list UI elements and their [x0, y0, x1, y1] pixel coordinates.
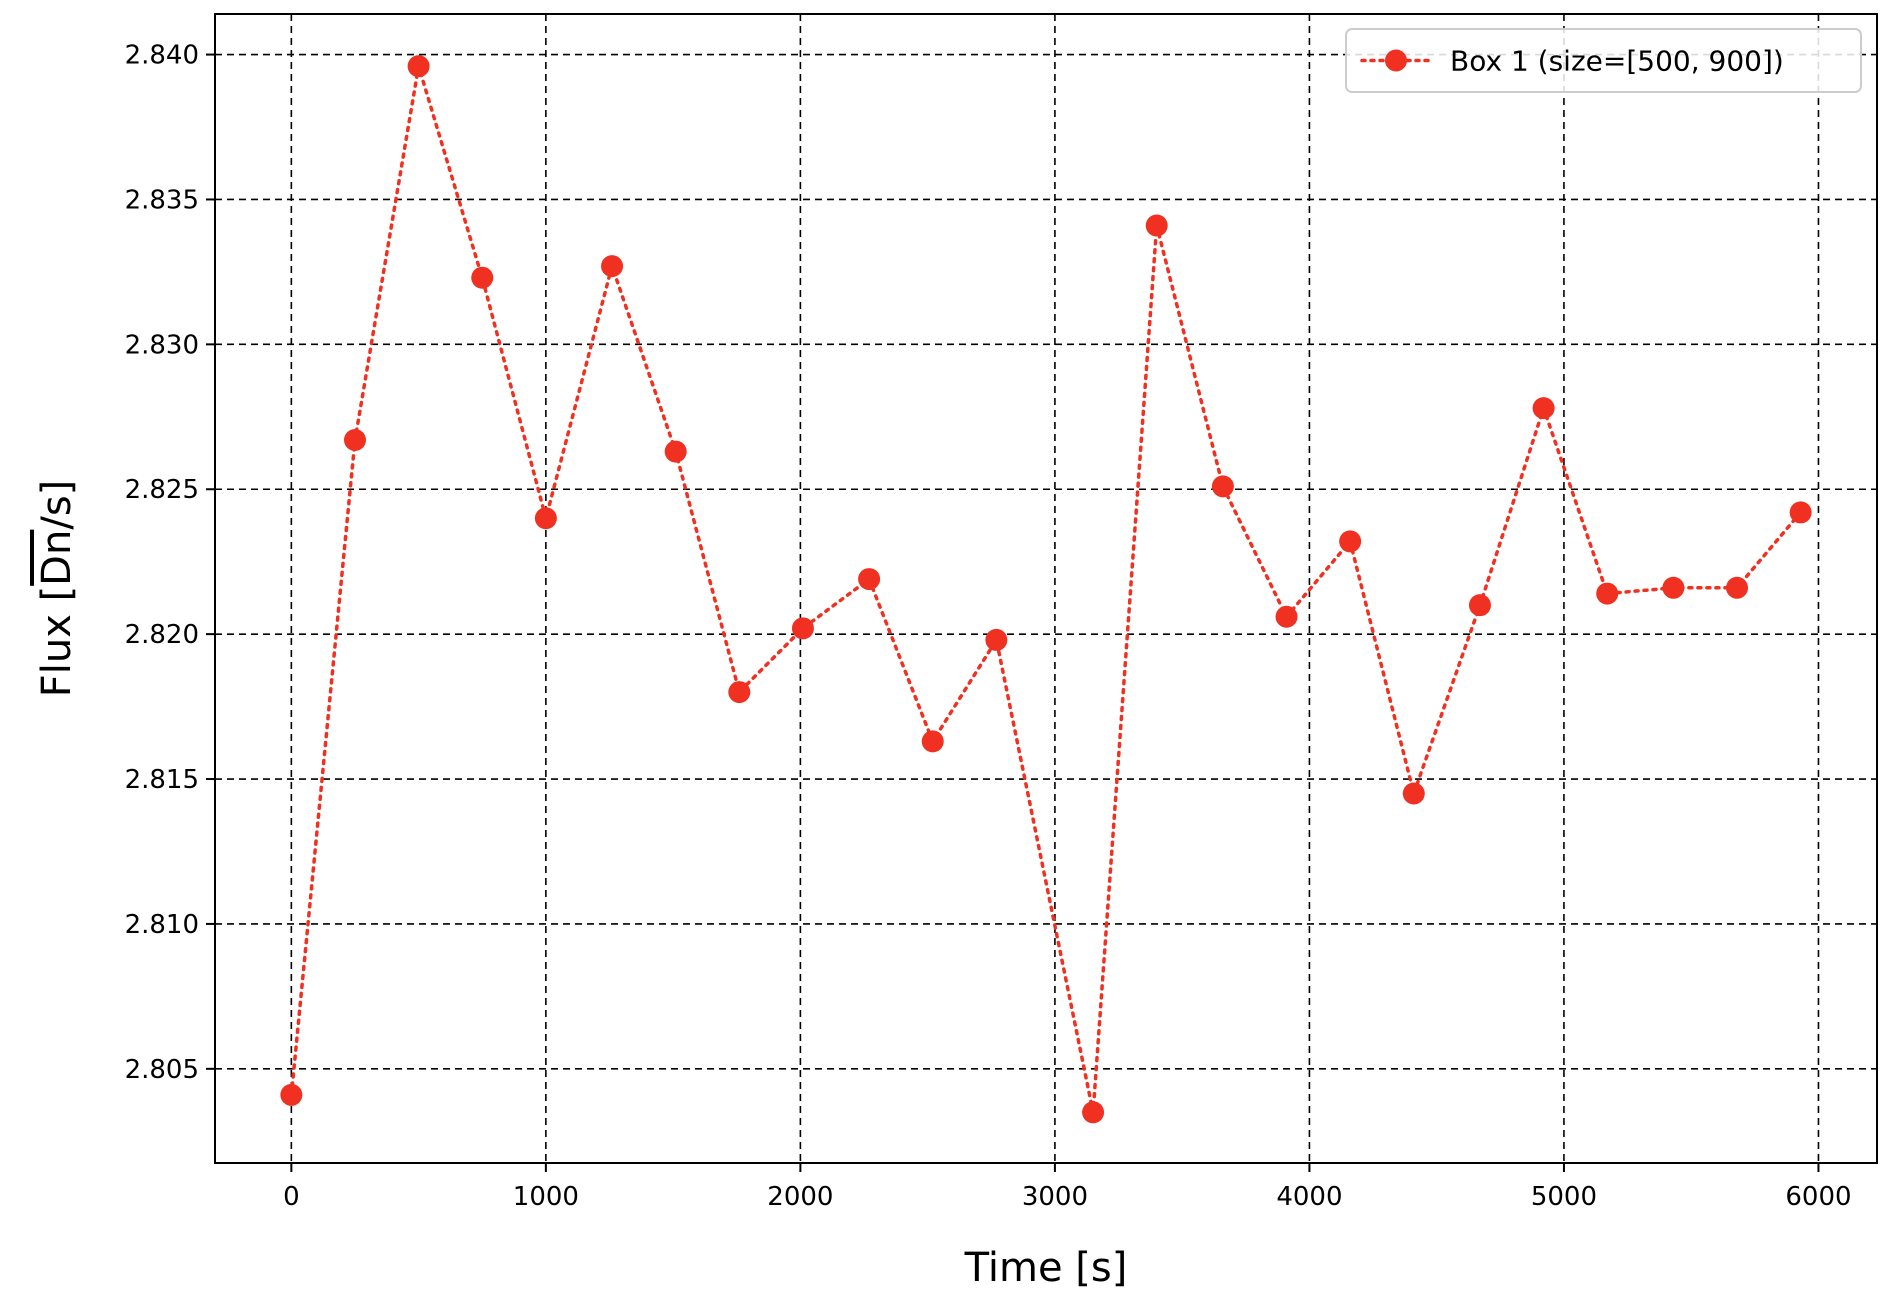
x-tick-label: 4000 [1276, 1182, 1342, 1212]
y-tick-label: 2.820 [125, 620, 199, 650]
data-point [1275, 605, 1298, 628]
data-point [921, 730, 944, 753]
data-point [1789, 501, 1812, 524]
x-tick-label: 6000 [1785, 1182, 1851, 1212]
plot-area-frame [214, 13, 1878, 1164]
data-point [471, 266, 494, 289]
series-line [289, 64, 1803, 1115]
data-point [407, 55, 430, 78]
x-tick-label: 0 [283, 1182, 300, 1212]
data-point [1662, 576, 1685, 599]
y-axis-title-suffix: /s] [34, 480, 80, 530]
svg-text:Flux [Dn/s]: Flux [Dn/s] [34, 480, 80, 698]
data-point [791, 617, 814, 640]
legend-marker [1385, 49, 1407, 72]
y-tick-label: 2.840 [125, 41, 199, 71]
y-axis-title-overlined: Dn [34, 530, 80, 586]
data-point [1726, 576, 1749, 599]
data-point [343, 428, 366, 451]
data-point [1402, 782, 1425, 805]
legend: Box 1 (size=[500, 900]) [1345, 28, 1862, 93]
x-axis-title: Time [s] [964, 1245, 1128, 1291]
data-point [280, 1083, 303, 1106]
y-axis-title: Flux [Dn/s] [34, 480, 80, 698]
data-point [985, 628, 1008, 651]
y-axis-title-prefix: Flux [ [34, 586, 80, 697]
x-tick-label: 2000 [767, 1182, 833, 1212]
data-point [1468, 594, 1491, 617]
data-point [1532, 397, 1555, 420]
y-tick-label: 2.815 [125, 765, 199, 795]
data-point [1339, 530, 1362, 553]
y-tick-label: 2.805 [125, 1055, 199, 1085]
legend-entry-label: Box 1 (size=[500, 900]) [1450, 45, 1784, 78]
data-point [1145, 214, 1168, 237]
y-tick-label: 2.830 [125, 330, 199, 360]
data-point [664, 440, 687, 463]
data-point [534, 507, 557, 530]
y-tick-label: 2.825 [125, 475, 199, 505]
data-point [601, 255, 624, 278]
x-axis: 0 1000 2000 3000 4000 5000 6000 [283, 1163, 1852, 1212]
data-point [1082, 1101, 1105, 1124]
grid-lines [215, 14, 1877, 1163]
x-tick-label: 3000 [1022, 1182, 1088, 1212]
y-tick-label: 2.835 [125, 185, 199, 215]
x-tick-label: 1000 [513, 1182, 579, 1212]
data-point [1596, 582, 1619, 605]
data-point [1211, 475, 1234, 498]
series-layer [280, 55, 1812, 1124]
legend-box [1345, 28, 1862, 93]
y-tick-label: 2.810 [125, 910, 199, 940]
data-point [858, 568, 881, 591]
data-point [728, 681, 751, 704]
y-axis: 2.805 2.810 2.815 2.820 2.825 2.830 2.835 2.840 [125, 41, 215, 1085]
x-tick-label: 5000 [1531, 1182, 1597, 1212]
